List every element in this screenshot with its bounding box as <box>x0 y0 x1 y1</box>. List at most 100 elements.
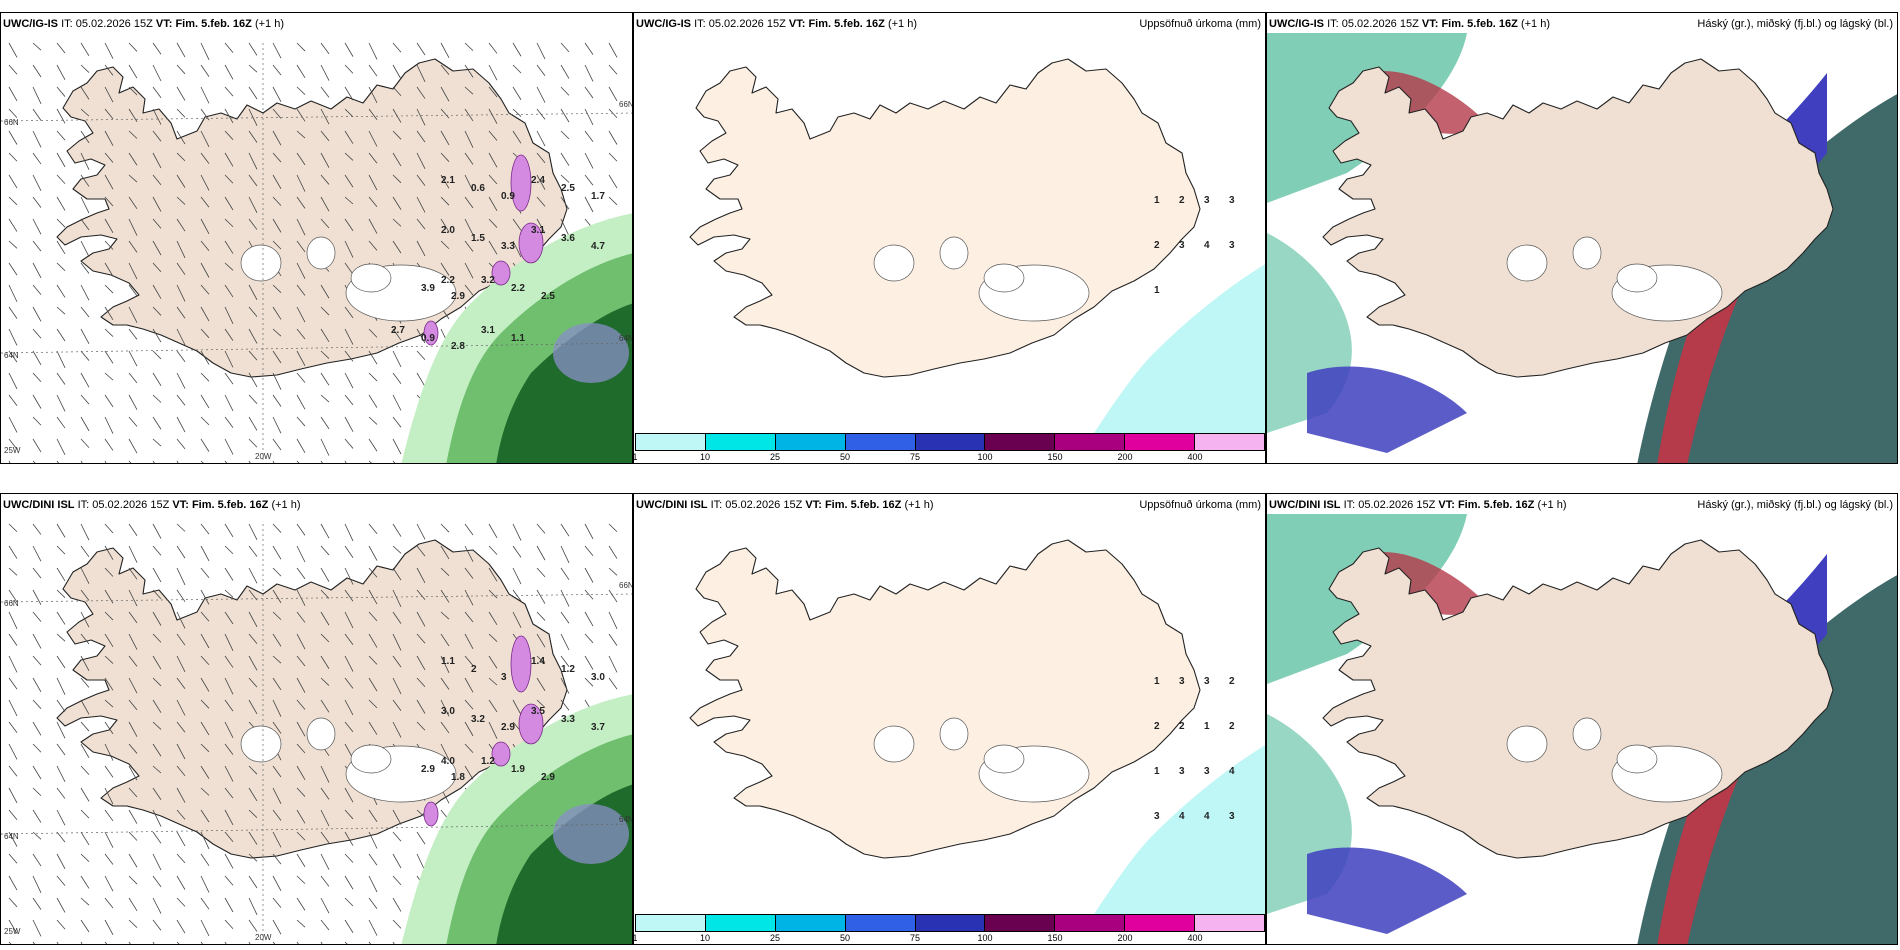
wind-barb <box>608 174 618 189</box>
precip-value-label: 3 <box>1229 811 1235 822</box>
wind-barb <box>416 64 426 82</box>
wind-barb <box>320 787 330 800</box>
wind-barb <box>224 416 234 428</box>
wind-barb <box>392 372 402 384</box>
colorbar-tick-label: 200 <box>1117 452 1133 462</box>
wind-barb <box>344 677 354 689</box>
wind-barb <box>56 633 66 642</box>
wind-barb <box>80 655 90 671</box>
wind-barb <box>296 765 306 781</box>
wind-barb <box>296 809 306 824</box>
wind-barb <box>248 831 258 845</box>
wind-barb <box>128 262 138 280</box>
wind-barb <box>560 545 570 564</box>
wind-barb <box>536 152 546 164</box>
wind-barb <box>224 240 234 254</box>
wind-barb <box>80 699 90 715</box>
wind-barb <box>224 460 228 463</box>
precip-value-label: 3.1 <box>481 325 495 336</box>
wind-barb <box>560 130 570 140</box>
wind-barb <box>8 130 18 145</box>
wind-barb <box>152 64 162 82</box>
wind-barb <box>104 328 114 337</box>
wind-barb <box>56 438 66 456</box>
wind-barb <box>104 523 114 534</box>
wind-barb <box>104 611 114 621</box>
wind-barb <box>320 350 330 359</box>
wind-barb <box>104 897 114 909</box>
wind-barb <box>584 196 594 213</box>
wind-barb <box>152 218 162 229</box>
wind-barb <box>416 196 426 213</box>
wind-barb <box>32 721 42 736</box>
wind-barb <box>176 655 186 673</box>
wind-barb <box>320 416 330 430</box>
wind-barb <box>584 42 594 55</box>
wind-barb <box>104 743 114 761</box>
wind-barb <box>8 589 18 603</box>
wind-barb <box>368 86 378 104</box>
wind-barb <box>80 130 90 144</box>
wind-barb <box>56 196 66 211</box>
wind-barb <box>272 42 282 59</box>
precip-value-label: 1.5 <box>471 233 485 244</box>
wind-barb <box>224 897 234 913</box>
glacier-outline <box>306 236 336 270</box>
wind-barb <box>224 875 234 886</box>
wind-barb <box>416 152 426 170</box>
wind-barb <box>368 196 378 208</box>
wind-barb <box>104 831 114 848</box>
wind-barb <box>392 633 402 651</box>
wind-barb <box>8 831 18 847</box>
wind-barb <box>320 765 330 783</box>
wind-barb <box>56 875 66 886</box>
wind-barb <box>488 152 498 168</box>
wind-barb <box>392 721 402 738</box>
colorbar-swatch <box>985 915 1056 931</box>
wind-barb <box>80 262 90 274</box>
wind-barb <box>128 372 138 384</box>
wind-barb <box>200 875 210 893</box>
wind-barb <box>392 86 402 97</box>
wind-barb <box>464 42 474 51</box>
wind-barb <box>584 152 594 169</box>
wind-barb <box>8 919 18 934</box>
wind-barb <box>176 941 180 944</box>
colorbar-tick-label: 100 <box>977 452 993 462</box>
wind-barb <box>560 611 570 624</box>
panel-r2-clouds: UWC/DINI ISL IT: 05.02.2026 15Z VT: Fim.… <box>1266 493 1898 945</box>
wind-barb <box>272 809 282 821</box>
wind-barb <box>488 523 498 538</box>
wind-barb <box>320 809 330 827</box>
wind-barb <box>296 611 306 623</box>
wind-barb <box>152 284 162 299</box>
wind-barb <box>368 240 378 251</box>
axis-label: 64N <box>619 815 633 824</box>
wind-barb <box>200 853 210 866</box>
colorbar-swatch <box>636 434 706 450</box>
wind-barb <box>368 699 378 709</box>
wind-barb <box>344 853 354 863</box>
wind-barb <box>488 721 498 739</box>
wind-barb <box>176 394 186 406</box>
wind-barb <box>368 875 378 893</box>
wind-barb <box>488 196 498 212</box>
wind-barb <box>536 86 546 103</box>
wind-barb <box>56 86 66 97</box>
wind-barb <box>224 633 234 651</box>
panel-title: UWC/DINI ISL IT: 05.02.2026 15Z VT: Fim.… <box>636 499 934 511</box>
wind-barb <box>176 438 186 450</box>
wind-barb <box>584 677 594 687</box>
wind-barb <box>128 611 138 624</box>
glacier-outline <box>240 244 282 282</box>
wind-barb <box>152 545 162 556</box>
wind-barb <box>560 64 570 79</box>
wind-barb <box>56 152 66 168</box>
wind-barb <box>368 633 378 648</box>
wind-barb <box>8 809 18 820</box>
snow-area <box>518 222 544 264</box>
wind-barb <box>608 545 618 559</box>
wind-barb <box>320 306 330 316</box>
wind-barb <box>536 633 546 648</box>
wind-barb <box>320 152 330 168</box>
